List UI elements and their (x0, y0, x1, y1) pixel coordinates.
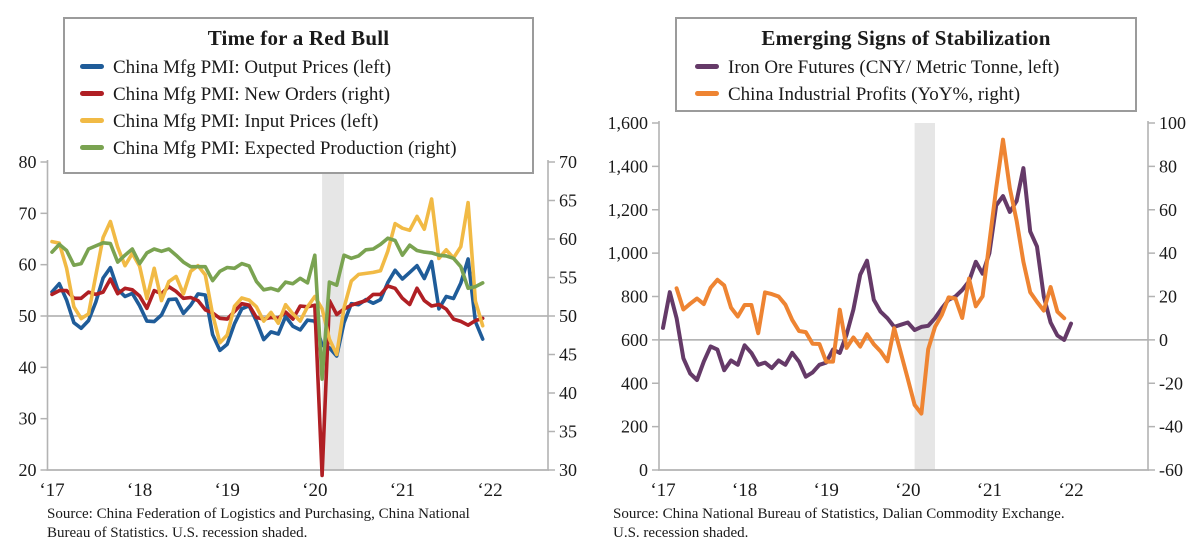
legend-item: China Mfg PMI: Output Prices (left) (80, 54, 532, 81)
right-axis-tick-label: -60 (1159, 460, 1183, 480)
left-axis-tick-label: 200 (621, 417, 648, 437)
left-axis-tick-label: 600 (621, 330, 648, 350)
legend-swatch (80, 145, 104, 150)
right-axis-tick-label: 40 (1159, 243, 1177, 263)
source-line: Source: China National Bureau of Statist… (613, 506, 1065, 522)
series-line-0 (50, 257, 485, 358)
right-axis-tick-label: 60 (559, 229, 577, 249)
right-chart-source-note: Source: China National Bureau of Statist… (613, 505, 1173, 543)
right-chart-title: Emerging Signs of Stabilization (761, 26, 1051, 50)
x-axis-year-label: ‘20 (895, 480, 920, 501)
x-axis-year-label: ‘18 (732, 480, 757, 501)
legend-item: China Mfg PMI: New Orders (right) (80, 81, 532, 108)
source-line: Bureau of Statistics. U.S. recession sha… (47, 525, 308, 542)
left-chart-legend-box: Time for a Red Bull China Mfg PMI: Outpu… (63, 17, 534, 174)
left-chart-title: Time for a Red Bull (207, 26, 390, 50)
right-axis-tick-label: 50 (559, 306, 577, 326)
x-axis-year-label: ‘21 (977, 480, 1002, 501)
right-axis-tick-label: 35 (559, 422, 577, 442)
right-chart-legend-box: Emerging Signs of Stabilization Iron Ore… (675, 17, 1137, 112)
left-chart-legend-items: China Mfg PMI: Output Prices (left) China… (65, 54, 532, 162)
right-axis-tick-label: -20 (1159, 373, 1183, 393)
left-axis-tick-label: 30 (19, 409, 37, 429)
x-axis-year-label: ‘17 (39, 480, 64, 501)
left-axis-tick-label: 1,000 (608, 243, 649, 263)
left-chart-source-note: Source: China Federation of Logistics an… (47, 505, 607, 543)
legend-item: China Mfg PMI: Input Prices (left) (80, 108, 532, 135)
series-line-3 (50, 236, 485, 381)
right-axis-tick-label: 0 (1159, 330, 1168, 350)
left-axis-tick-label: 70 (19, 203, 37, 223)
series-line-1 (674, 137, 1067, 416)
legend-label: Iron Ore Futures (CNY/ Metric Tonne, lef… (728, 57, 1060, 78)
source-line: U.S. recession shaded. (613, 525, 749, 542)
x-axis-year-label: ‘20 (302, 480, 327, 501)
left-axis-tick-label: 50 (19, 306, 37, 326)
right-axis-tick-label: 30 (559, 460, 577, 480)
legend-swatch (80, 91, 104, 96)
right-axis-tick-label: 100 (1159, 113, 1186, 133)
left-axis-tick-label: 60 (19, 255, 37, 275)
legend-swatch (695, 64, 719, 69)
x-axis-year-label: ‘19 (814, 480, 839, 501)
source-line: Source: China Federation of Logistics an… (47, 506, 470, 522)
legend-label: China Mfg PMI: Input Prices (left) (113, 111, 379, 132)
right-axis-tick-label: 60 (1159, 200, 1177, 220)
right-axis-tick-label: 40 (559, 383, 577, 403)
legend-swatch (80, 64, 104, 69)
legend-item: China Mfg PMI: Expected Production (righ… (80, 135, 532, 162)
legend-label: China Mfg PMI: Output Prices (left) (113, 57, 392, 78)
left-axis-tick-label: 1,200 (608, 200, 649, 220)
left-axis-tick-label: 1,600 (608, 113, 649, 133)
left-axis-tick-label: 800 (621, 287, 648, 307)
left-axis-tick-label: 40 (19, 357, 37, 377)
series-line-0 (661, 166, 1073, 382)
left-axis-tick-label: 400 (621, 373, 648, 393)
right-chart-legend-items: Iron Ore Futures (CNY/ Metric Tonne, lef… (677, 54, 1135, 108)
recession-band (914, 123, 935, 470)
right-axis-tick-label: 80 (1159, 156, 1177, 176)
x-axis-year-label: ‘19 (215, 480, 240, 501)
x-axis-year-label: ‘21 (390, 480, 415, 501)
x-axis-year-label: ‘22 (1058, 480, 1083, 501)
right-axis-tick-label: 70 (559, 152, 577, 172)
series-line-2 (50, 197, 485, 357)
x-axis-year-label: ‘18 (127, 480, 152, 501)
right-axis-tick-label: 65 (559, 191, 577, 211)
legend-label: China Mfg PMI: Expected Production (righ… (113, 138, 457, 159)
legend-swatch (80, 118, 104, 123)
left-axis-tick-label: 1,400 (608, 156, 649, 176)
legend-swatch (695, 91, 719, 96)
right-axis-tick-label: 55 (559, 268, 577, 288)
left-axis-tick-label: 0 (639, 460, 648, 480)
legend-item: Iron Ore Futures (CNY/ Metric Tonne, lef… (695, 54, 1135, 81)
left-axis-tick-label: 20 (19, 460, 37, 480)
series-line-1 (50, 277, 485, 478)
right-axis-tick-label: 45 (559, 345, 577, 365)
right-axis-tick-label: 20 (1159, 287, 1177, 307)
right-axis-tick-label: -40 (1159, 417, 1183, 437)
x-axis-year-label: ‘17 (650, 480, 675, 501)
legend-label: China Industrial Profits (YoY%, right) (728, 84, 1021, 105)
x-axis-year-label: ‘22 (477, 480, 502, 501)
legend-label: China Mfg PMI: New Orders (right) (113, 84, 391, 105)
left-axis-tick-label: 80 (19, 152, 37, 172)
legend-item: China Industrial Profits (YoY%, right) (695, 81, 1135, 108)
